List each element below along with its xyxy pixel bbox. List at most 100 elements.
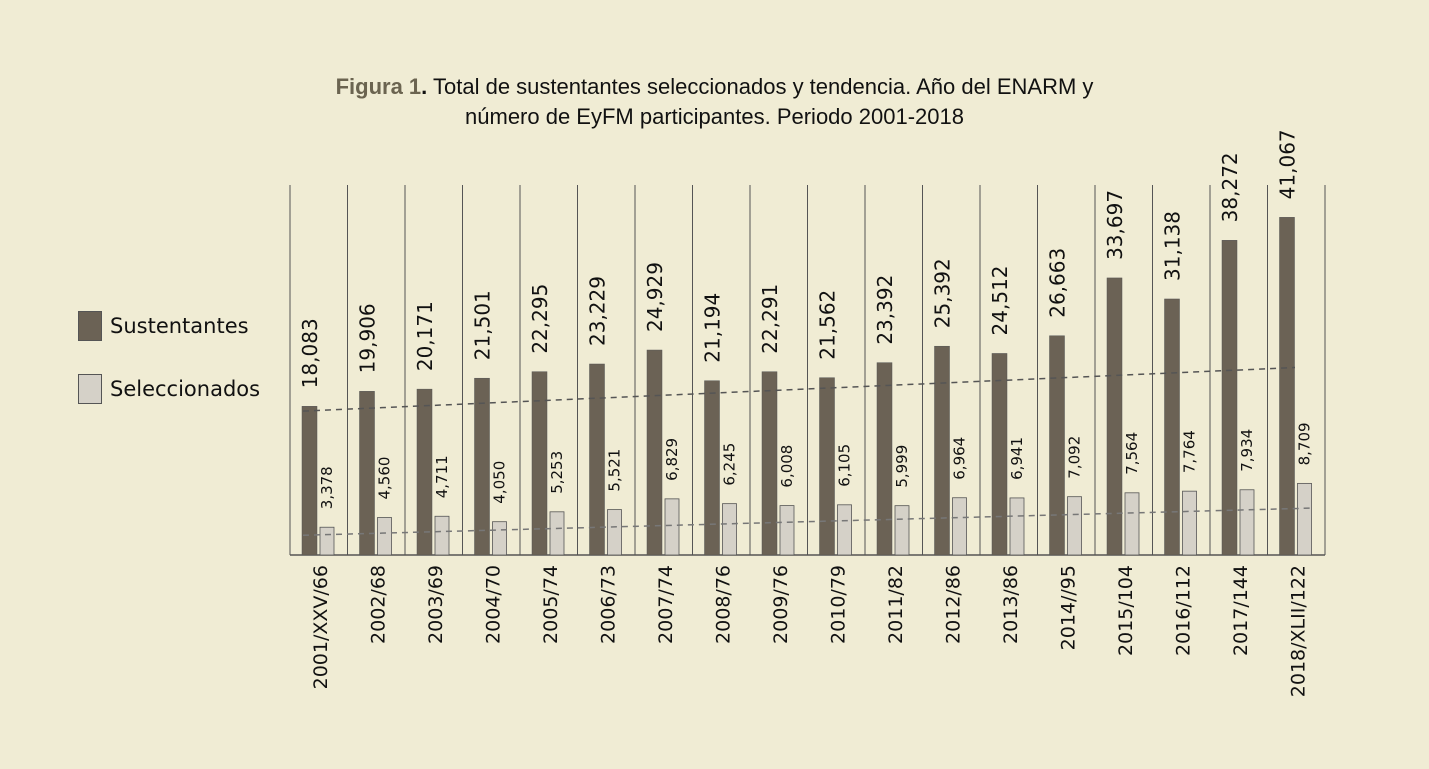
x-tick-label: 2012/86 bbox=[942, 565, 964, 644]
data-label-sustentantes: 21,501 bbox=[471, 290, 495, 360]
data-label-sustentantes: 24,512 bbox=[988, 265, 1012, 335]
data-label-sustentantes: 21,194 bbox=[701, 293, 725, 363]
bar-seleccionados bbox=[1124, 492, 1140, 556]
data-label-seleccionados: 6,829 bbox=[663, 438, 681, 481]
figure-number: Figura 1 bbox=[335, 74, 422, 99]
chart-title: Figura 1. Total de sustentantes seleccio… bbox=[0, 72, 1429, 132]
data-label-sustentantes: 19,906 bbox=[356, 303, 380, 373]
data-label-seleccionados: 5,521 bbox=[606, 449, 624, 492]
x-tick-label: 2006/73 bbox=[597, 565, 619, 644]
bar-sustentantes bbox=[876, 362, 893, 556]
bar-sustentantes bbox=[531, 371, 548, 556]
data-label-seleccionados: 7,934 bbox=[1238, 429, 1256, 472]
bar-seleccionados bbox=[722, 503, 737, 556]
data-label-sustentantes: 33,697 bbox=[1103, 190, 1127, 260]
data-label-sustentantes: 23,229 bbox=[586, 276, 610, 346]
bar-seleccionados bbox=[377, 517, 392, 556]
data-label-seleccionados: 8,709 bbox=[1296, 422, 1314, 465]
x-tick-label: 2005/74 bbox=[540, 565, 562, 644]
data-label-seleccionados: 6,105 bbox=[836, 444, 854, 487]
bar-sustentantes bbox=[1049, 335, 1065, 556]
data-label-seleccionados: 6,964 bbox=[951, 437, 969, 480]
title-line-1: Total de sustentantes seleccionados y te… bbox=[427, 74, 1094, 99]
x-tick-label: 2001/XXV/66 bbox=[310, 565, 332, 689]
bar-sustentantes bbox=[1279, 217, 1295, 556]
data-label-sustentantes: 38,272 bbox=[1218, 152, 1242, 222]
data-label-seleccionados: 6,008 bbox=[778, 445, 796, 488]
bar-seleccionados bbox=[549, 511, 565, 556]
bar-sustentantes bbox=[1164, 298, 1180, 556]
bar-seleccionados bbox=[952, 497, 967, 556]
data-label-sustentantes: 22,291 bbox=[758, 284, 782, 354]
bar-sustentantes bbox=[704, 380, 720, 556]
data-label-seleccionados: 7,764 bbox=[1181, 430, 1199, 473]
x-tick-label: 2002/68 bbox=[367, 565, 389, 644]
data-label-seleccionados: 5,999 bbox=[893, 445, 911, 488]
title-line-2: número de EyFM participantes. Periodo 20… bbox=[465, 104, 964, 129]
data-label-sustentantes: 23,392 bbox=[873, 275, 897, 345]
data-label-seleccionados: 5,253 bbox=[548, 451, 566, 494]
bar-seleccionados bbox=[1297, 482, 1312, 556]
data-label-sustentantes: 20,171 bbox=[413, 301, 437, 371]
title-dot: . bbox=[421, 74, 428, 99]
x-tick-label: 2003/69 bbox=[425, 565, 447, 644]
data-label-seleccionados: 4,050 bbox=[491, 461, 509, 504]
bar-seleccionados bbox=[492, 521, 507, 556]
bar-sustentantes bbox=[646, 349, 663, 556]
bar-sustentantes bbox=[761, 371, 778, 556]
bar-seleccionados bbox=[434, 515, 450, 556]
data-label-seleccionados: 4,560 bbox=[376, 457, 394, 500]
bar-seleccionados bbox=[837, 504, 852, 556]
bar-sustentantes bbox=[474, 377, 490, 556]
x-tick-label: 2009/76 bbox=[770, 565, 792, 644]
x-tick-label: 2008/76 bbox=[712, 565, 734, 644]
bar-sustentantes bbox=[819, 377, 835, 556]
x-tick-label: 2011/82 bbox=[885, 565, 907, 644]
data-label-sustentantes: 21,562 bbox=[816, 290, 840, 360]
bar-sustentantes bbox=[416, 388, 433, 556]
x-tick-label: 2013/86 bbox=[1000, 565, 1022, 644]
legend-item-seleccionados: Seleccionados bbox=[78, 374, 260, 404]
data-label-seleccionados: 6,941 bbox=[1008, 437, 1026, 480]
data-label-sustentantes: 26,663 bbox=[1046, 248, 1070, 318]
data-label-sustentantes: 24,929 bbox=[643, 262, 667, 332]
x-tick-label: 2004/70 bbox=[482, 565, 504, 644]
data-label-sustentantes: 18,083 bbox=[298, 318, 322, 388]
bar-sustentantes bbox=[589, 363, 605, 556]
data-label-sustentantes: 41,067 bbox=[1276, 129, 1300, 199]
x-tick-label: 2016/112 bbox=[1172, 565, 1194, 656]
data-label-sustentantes: 22,295 bbox=[528, 284, 552, 354]
bar-seleccionados bbox=[664, 498, 680, 556]
x-tick-label: 2017/144 bbox=[1230, 565, 1252, 656]
data-label-seleccionados: 3,378 bbox=[318, 466, 336, 509]
trendline-sustentantes bbox=[302, 366, 1296, 412]
x-tick-label: 2018/XLII/122 bbox=[1287, 565, 1309, 697]
legend-swatch-sustentantes bbox=[78, 311, 102, 341]
x-tick-label: 2015/104 bbox=[1115, 565, 1137, 656]
bar-seleccionados bbox=[894, 505, 910, 556]
legend-label: Sustentantes bbox=[110, 314, 249, 338]
x-tick-label: 2010/79 bbox=[827, 565, 849, 644]
bar-seleccionados bbox=[607, 509, 622, 556]
trendline-seleccionados bbox=[302, 507, 1311, 537]
data-label-seleccionados: 4,711 bbox=[433, 455, 451, 498]
data-label-seleccionados: 7,564 bbox=[1123, 432, 1141, 475]
x-tick-label: 2007/74 bbox=[655, 565, 677, 644]
bar-sustentantes bbox=[991, 353, 1008, 556]
bar-sustentantes bbox=[934, 345, 950, 556]
bar-sustentantes bbox=[1221, 240, 1238, 556]
bar-sustentantes bbox=[359, 391, 375, 556]
bar-sustentantes bbox=[301, 406, 318, 556]
x-tick-label: 2014//95 bbox=[1057, 565, 1079, 650]
legend-item-sustentantes: Sustentantes bbox=[78, 311, 249, 341]
bar-sustentantes bbox=[1106, 277, 1123, 556]
bar-seleccionados bbox=[1009, 497, 1025, 556]
data-label-sustentantes: 31,138 bbox=[1161, 211, 1185, 281]
legend-swatch-seleccionados bbox=[78, 374, 102, 404]
bar-seleccionados bbox=[319, 526, 335, 556]
bar-seleccionados bbox=[1182, 490, 1197, 556]
bar-seleccionados bbox=[1067, 496, 1082, 556]
bar-seleccionados bbox=[1239, 489, 1255, 556]
data-label-seleccionados: 6,245 bbox=[721, 443, 739, 486]
